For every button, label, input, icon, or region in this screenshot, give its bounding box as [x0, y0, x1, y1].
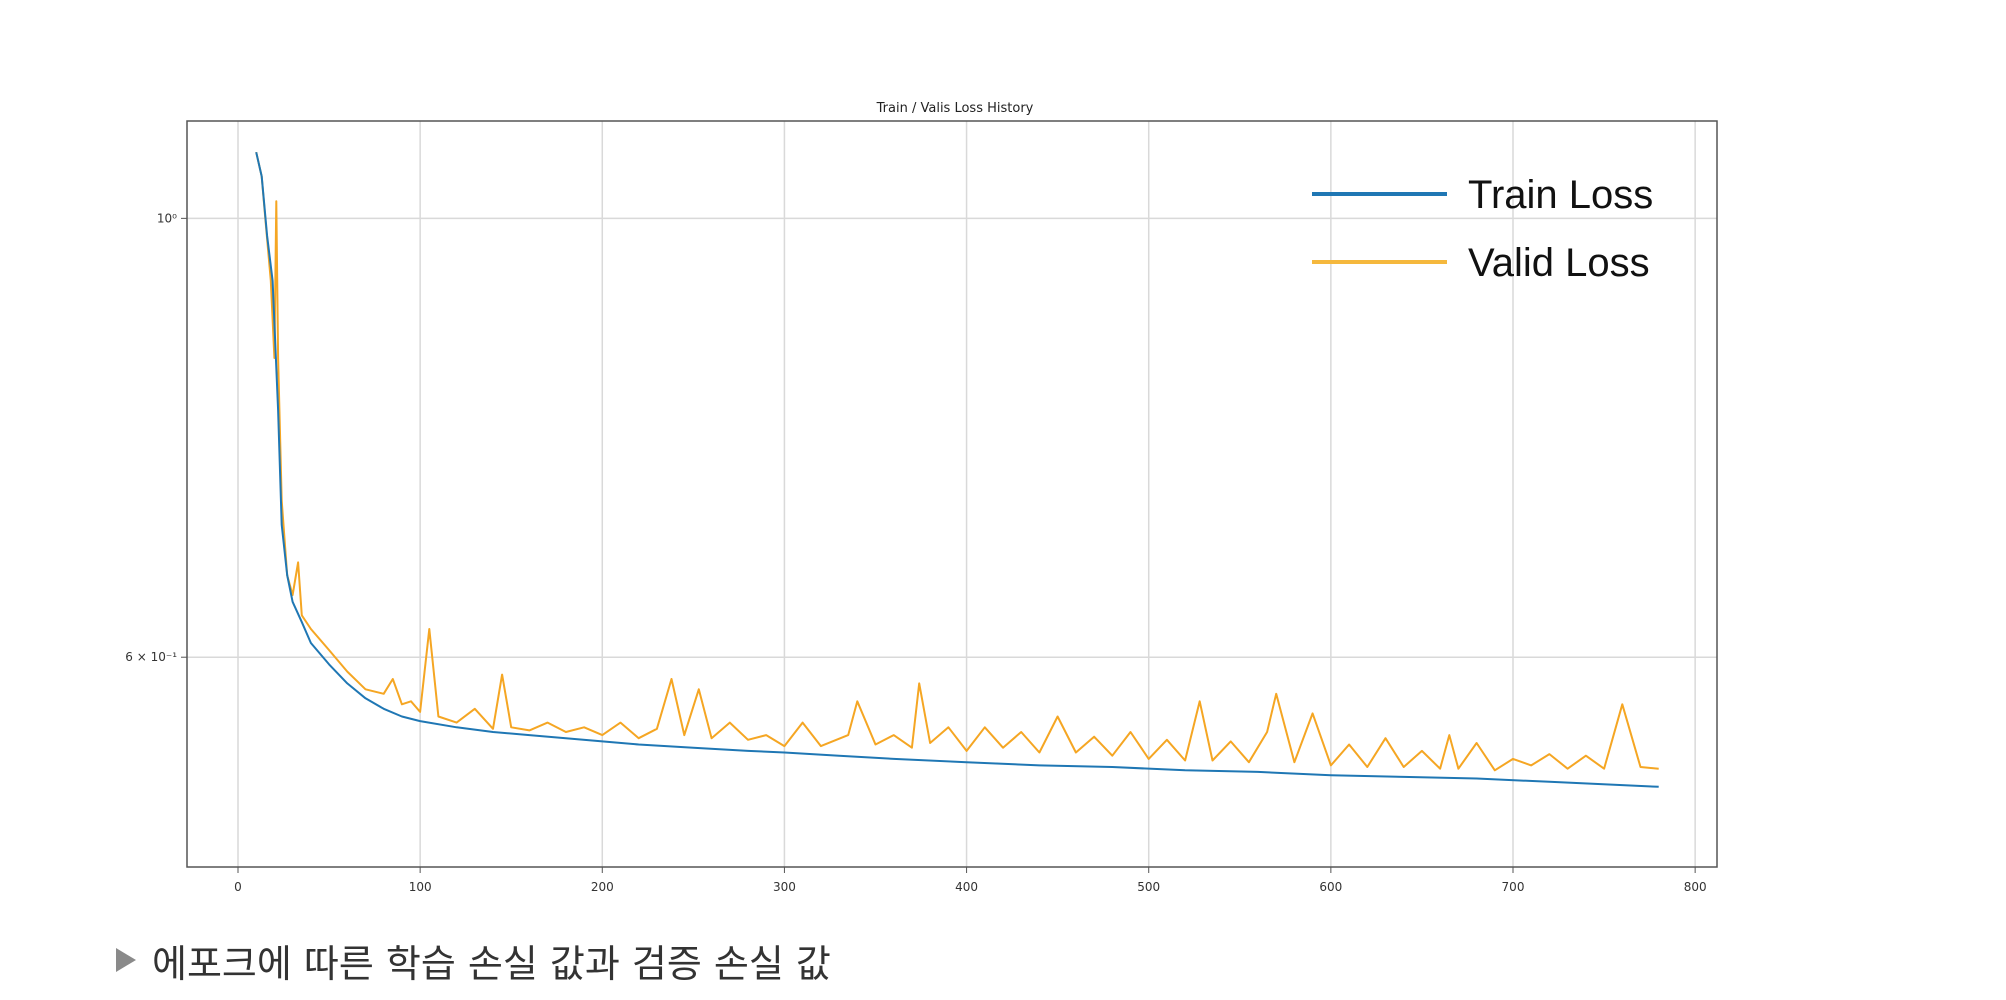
x-tick-label: 200	[591, 880, 614, 894]
y-tick-label: 6 × 10⁻¹	[125, 650, 177, 664]
x-tick-label: 800	[1684, 880, 1707, 894]
x-tick-label: 300	[773, 880, 796, 894]
figure-caption: 에포크에 따른 학습 손실 값과 검증 손실 값	[116, 934, 831, 986]
legend-label-valid: Valid Loss	[1468, 241, 1650, 285]
axis-ticks: 0 100 200 300 400 500 600 700 800 10⁰ 6 × 10⁻¹	[125, 211, 1706, 894]
caption-text: 에포크에 따른 학습 손실 값과 검증 손실 값	[152, 941, 831, 986]
series-line-valid-loss	[255, 151, 1659, 772]
series-lines	[255, 151, 1659, 788]
x-tick-label: 700	[1502, 880, 1525, 894]
x-tick-label: 500	[1137, 880, 1160, 894]
x-tick-label: 600	[1319, 880, 1342, 894]
plot-frame	[186, 120, 1718, 868]
x-tick-label: 400	[955, 880, 978, 894]
legend: Train Loss Valid Loss	[1312, 173, 1653, 285]
y-tick-label: 10⁰	[157, 211, 177, 225]
x-tick-label: 100	[409, 880, 432, 894]
chart-title: Train / Valis Loss History	[876, 101, 1034, 116]
x-tick-label: 0	[234, 880, 242, 894]
legend-label-train: Train Loss	[1468, 173, 1653, 217]
caption-arrow-icon	[116, 948, 136, 972]
series-line-train-loss	[255, 151, 1659, 788]
grid-lines	[187, 121, 1717, 867]
